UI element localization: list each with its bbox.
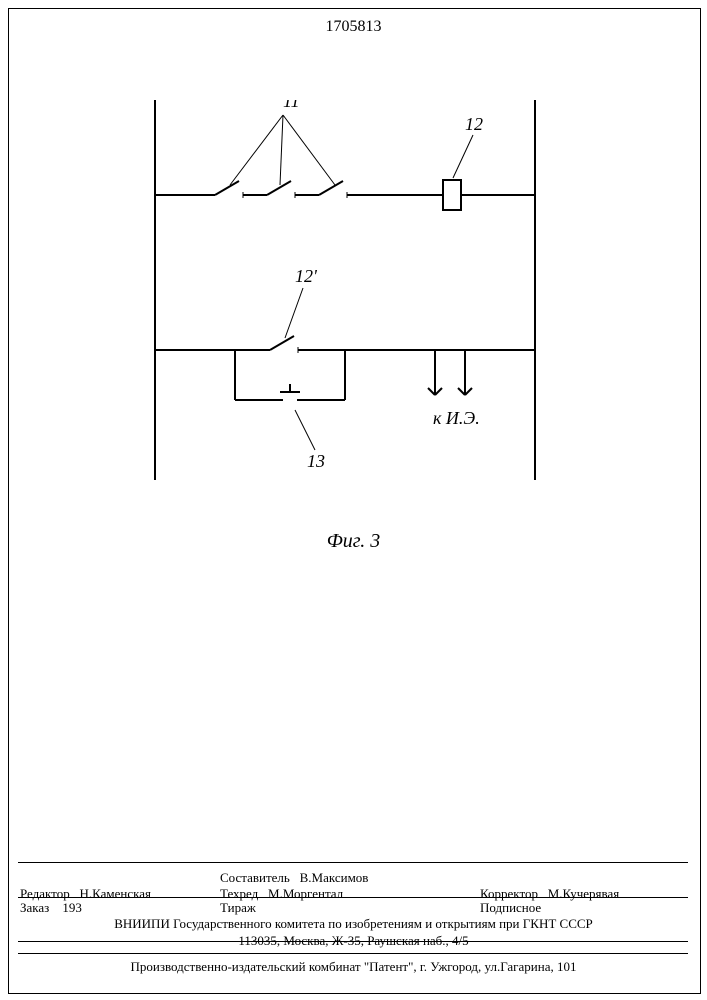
org-line1: ВНИИПИ Государственного комитета по изоб… xyxy=(114,916,593,931)
svg-text:11: 11 xyxy=(283,100,300,111)
podpisnoe-label: Подписное xyxy=(480,900,541,915)
credits-block: Составитель В.Максимов Редактор Н.Каменс… xyxy=(20,870,687,903)
circuit-diagram: 11 12 12' 13 к И.Э. xyxy=(135,100,555,540)
techred-name: М.Моргентал xyxy=(268,886,343,901)
footer-divider-bottom xyxy=(18,953,688,954)
redactor-label: Редактор xyxy=(20,886,70,901)
page-number: 1705813 xyxy=(0,18,707,36)
zakaz-num: 193 xyxy=(62,900,82,915)
diagram-svg: 11 12 12' 13 к И.Э. xyxy=(135,100,555,540)
svg-text:12: 12 xyxy=(465,114,483,134)
redactor-name: Н.Каменская xyxy=(79,886,151,901)
tirazh-label: Тираж xyxy=(220,900,256,915)
sostavitel-name: В.Максимов xyxy=(300,870,369,885)
order-block: Заказ 193 Тираж Подписное ВНИИПИ Государ… xyxy=(20,900,687,949)
zakaz-label: Заказ xyxy=(20,900,49,915)
production-block: Производственно-издательский комбинат "П… xyxy=(20,959,687,975)
svg-text:13: 13 xyxy=(307,451,325,471)
corrector-name: М.Кучерявая xyxy=(548,886,620,901)
footer-divider-top xyxy=(18,862,688,863)
svg-text:12': 12' xyxy=(295,266,318,286)
sostavitel-label: Составитель xyxy=(220,870,290,885)
prod-line: Производственно-издательский комбинат "П… xyxy=(131,959,577,974)
svg-text:к И.Э.: к И.Э. xyxy=(433,408,480,428)
figure-caption: Фиг. 3 xyxy=(0,530,707,553)
techred-label: Техред xyxy=(220,886,258,901)
org-line2: 113035, Москва, Ж-35, Раушская наб., 4/5 xyxy=(238,933,468,948)
corrector-label: Корректор xyxy=(480,886,538,901)
